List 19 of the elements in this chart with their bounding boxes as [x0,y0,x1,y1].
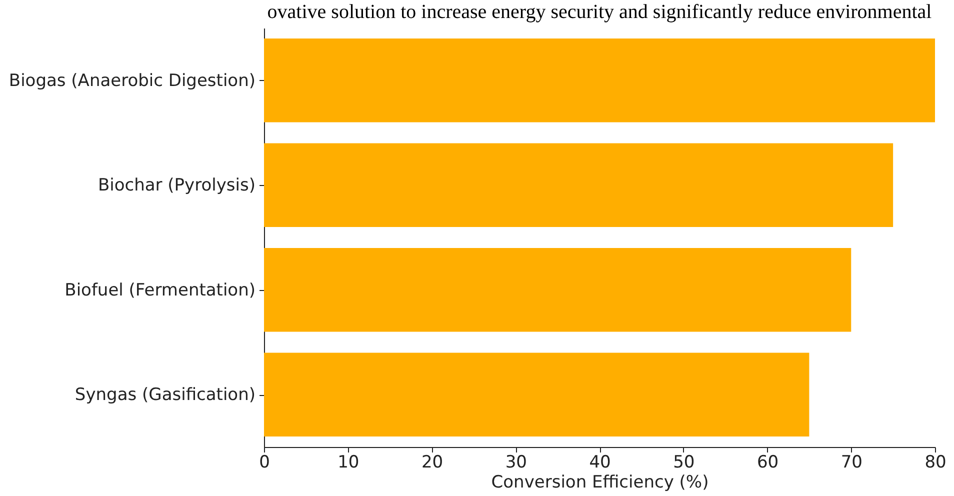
x-axis-title: Conversion Efficiency (%) [491,472,709,492]
y-tick-label: Biochar (Pyrolysis) [98,176,256,196]
x-tick-label: 70 [840,452,862,472]
x-tick-label: 20 [421,452,444,472]
chart-title: ovative solution to increase energy security and significantly reduce environmental [267,1,932,23]
bar [264,248,852,332]
bar [264,143,894,228]
x-tick-label: 60 [756,452,779,472]
y-tick-label: Biofuel (Fermentation) [64,280,256,300]
x-tick-label: 40 [589,452,611,472]
x-tick-label: 10 [338,452,360,472]
x-tick-label: 50 [673,452,695,472]
x-tick-label: 30 [505,452,527,472]
y-tick-label: Biogas (Anaerobic Digestion) [8,70,256,91]
bar [264,352,810,437]
x-tick-label: 80 [924,452,946,472]
bar [264,38,935,122]
x-tick-label: 0 [259,452,270,472]
y-tick-label: Syngas (Gasification) [74,385,256,406]
